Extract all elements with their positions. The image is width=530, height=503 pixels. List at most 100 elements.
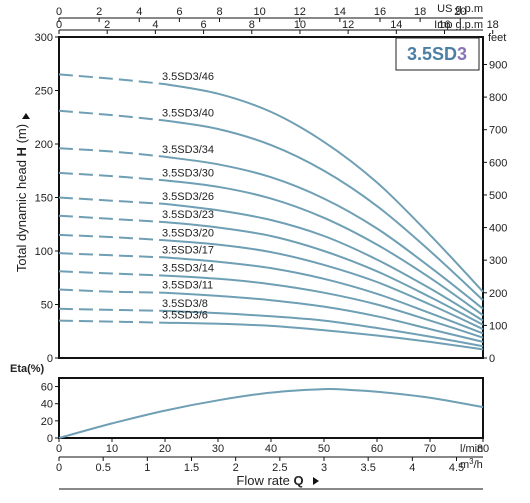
left-axis-arrow-icon <box>22 113 30 119</box>
top-axis-ticks-usgpm: 0 2 4 6 8 10 12 14 16 18 20 <box>56 6 466 22</box>
efficiency-curve <box>58 388 484 439</box>
usgpm-tick-label: 2 <box>96 6 102 18</box>
chart-title-accent: 3 <box>457 44 467 64</box>
impgpm-tick-label: 12 <box>342 19 354 31</box>
head-curve-dashed <box>58 233 166 242</box>
left-axis-ticks: 0 50 100 150 200 250 300 <box>35 32 59 365</box>
head-tick-label: 100 <box>35 246 53 258</box>
head-chart: 0 50 100 150 200 250 300 0 100 200 300 400 500 600 70… <box>14 32 507 365</box>
head-curve-solid <box>164 155 484 310</box>
head-curve-dashed <box>58 270 166 277</box>
head-curve-solid <box>164 239 484 331</box>
efficiency-axis-ticks: 0 20 40 60 <box>41 382 59 445</box>
usgpm-tick-label: 0 <box>56 6 62 18</box>
head-curve-solid <box>164 291 484 343</box>
m3h-tick-label: 4 <box>409 462 415 474</box>
bottom-axis-ticks-m3h: 0 0.5 1 1.5 2 2.5 3 3.5 4 4.5 <box>56 457 464 474</box>
head-curve-label: 3.5SD3/8 <box>162 298 208 310</box>
m3h-unit-suffix: /h <box>474 459 483 471</box>
top-axis-ticks-impgpm: 0 2 4 6 8 10 12 14 16 18 <box>56 19 499 34</box>
m3h-tick-label: 4.5 <box>449 462 464 474</box>
head-curve-dashed <box>58 196 166 205</box>
lmin-tick-label: 20 <box>159 443 171 455</box>
head-curve-label: 3.5SD3/46 <box>162 71 214 83</box>
bottom-axes: 0 10 20 30 40 50 60 70 80 0 0.5 1 1.5 2 2.5 3 3.5 4 4.5 l… <box>56 438 489 490</box>
efficiency-chart-frame <box>58 377 484 439</box>
left-axis-label-suffix: (m) <box>14 124 29 147</box>
m3h-tick-label: 3 <box>321 462 327 474</box>
head-curve-label: 3.5SD3/14 <box>162 263 214 275</box>
head-tick-label: 50 <box>41 300 53 312</box>
impgpm-tick-label: 2 <box>104 19 110 31</box>
feet-tick-label: 0 <box>489 353 495 365</box>
m3h-tick-label: 2 <box>233 462 239 474</box>
top-axes: 0 2 4 6 8 10 12 14 16 18 20 0 2 4 6 8 10 12 14 16 18 US g.p… <box>56 3 499 34</box>
head-curve-label: 3.5SD3/6 <box>162 310 208 322</box>
bottom-axis-ticks-lmin: 0 10 20 30 40 50 60 70 80 <box>56 438 489 455</box>
head-curve-label: 3.5SD3/40 <box>162 107 214 119</box>
usgpm-tick-label: 12 <box>294 6 306 18</box>
x-axis-arrow-icon <box>313 477 319 485</box>
m3h-tick-label: 0 <box>56 462 62 474</box>
head-curve-dashed <box>58 147 166 158</box>
usgpm-tick-label: 6 <box>176 6 182 18</box>
usgpm-tick-label: 16 <box>374 6 386 18</box>
lmin-tick-label: 10 <box>106 443 118 455</box>
efficiency-tick-label: 20 <box>41 416 53 428</box>
head-curve-solid <box>164 83 484 293</box>
head-tick-label: 200 <box>35 139 53 151</box>
lmin-tick-label: 0 <box>56 443 62 455</box>
usgpm-tick-label: 20 <box>454 6 466 18</box>
feet-tick-label: 400 <box>489 223 507 235</box>
feet-tick-label: 800 <box>489 92 507 104</box>
efficiency-tick-label: 60 <box>41 382 53 394</box>
usgpm-tick-label: 8 <box>216 6 222 18</box>
m3h-tick-label: 3.5 <box>361 462 376 474</box>
efficiency-chart: Eta(%) 0 20 40 60 <box>10 363 484 445</box>
bottom-axis-unit-m3h: m3/h <box>460 457 483 471</box>
head-curve-solid <box>164 321 484 351</box>
usgpm-tick-label: 18 <box>414 6 426 18</box>
head-curve-dashed <box>58 109 166 122</box>
head-tick-label: 150 <box>35 193 53 205</box>
left-axis-label: Total dynamic head H (m) <box>14 124 29 272</box>
head-curve-solid <box>164 119 484 301</box>
head-tick-label: 0 <box>47 353 53 365</box>
right-axis-ticks: 0 100 200 300 400 500 600 700 800 900 <box>483 59 507 365</box>
head-curve-dashed <box>58 252 166 259</box>
impgpm-tick-label: 6 <box>201 19 207 31</box>
chart-title-box <box>395 37 480 71</box>
x-axis-label-text: Flow rate <box>236 473 293 488</box>
impgpm-tick-label: 16 <box>438 19 450 31</box>
chart-title-main: 3.5SD <box>407 44 457 64</box>
head-curve-label: 3.5SD3/26 <box>162 191 214 203</box>
feet-tick-label: 500 <box>489 190 507 202</box>
feet-tick-label: 600 <box>489 157 507 169</box>
impgpm-tick-label: 0 <box>56 19 62 31</box>
feet-tick-label: 300 <box>489 255 507 267</box>
lmin-tick-label: 60 <box>371 443 383 455</box>
usgpm-tick-label: 4 <box>136 6 142 18</box>
m3h-tick-label: 1 <box>144 462 150 474</box>
lmin-tick-label: 80 <box>477 443 489 455</box>
head-curve-solid <box>164 179 484 317</box>
top-axis-unit-usgpm: US g.p.m <box>437 3 483 15</box>
head-curve-dashed <box>58 214 166 224</box>
bottom-axis-unit-lmin: l/min <box>460 443 483 455</box>
efficiency-tick-label: 40 <box>41 399 53 411</box>
head-curve-label: 3.5SD3/23 <box>162 209 214 221</box>
efficiency-line <box>58 388 484 439</box>
head-curve-label: 3.5SD3/11 <box>162 280 213 292</box>
lmin-tick-label: 40 <box>265 443 277 455</box>
right-axis-unit: feet <box>488 32 506 44</box>
m3h-tick-label: 0.5 <box>96 462 111 474</box>
head-curve-solid <box>164 256 484 335</box>
feet-tick-label: 100 <box>489 320 507 332</box>
head-curve-dashed <box>58 307 166 312</box>
x-axis-label: Flow rate Q <box>236 473 303 488</box>
impgpm-tick-label: 4 <box>152 19 158 31</box>
head-curve-solid <box>164 202 484 322</box>
impgpm-tick-label: 18 <box>487 19 499 31</box>
m3h-unit-superscript: 3 <box>469 457 474 466</box>
